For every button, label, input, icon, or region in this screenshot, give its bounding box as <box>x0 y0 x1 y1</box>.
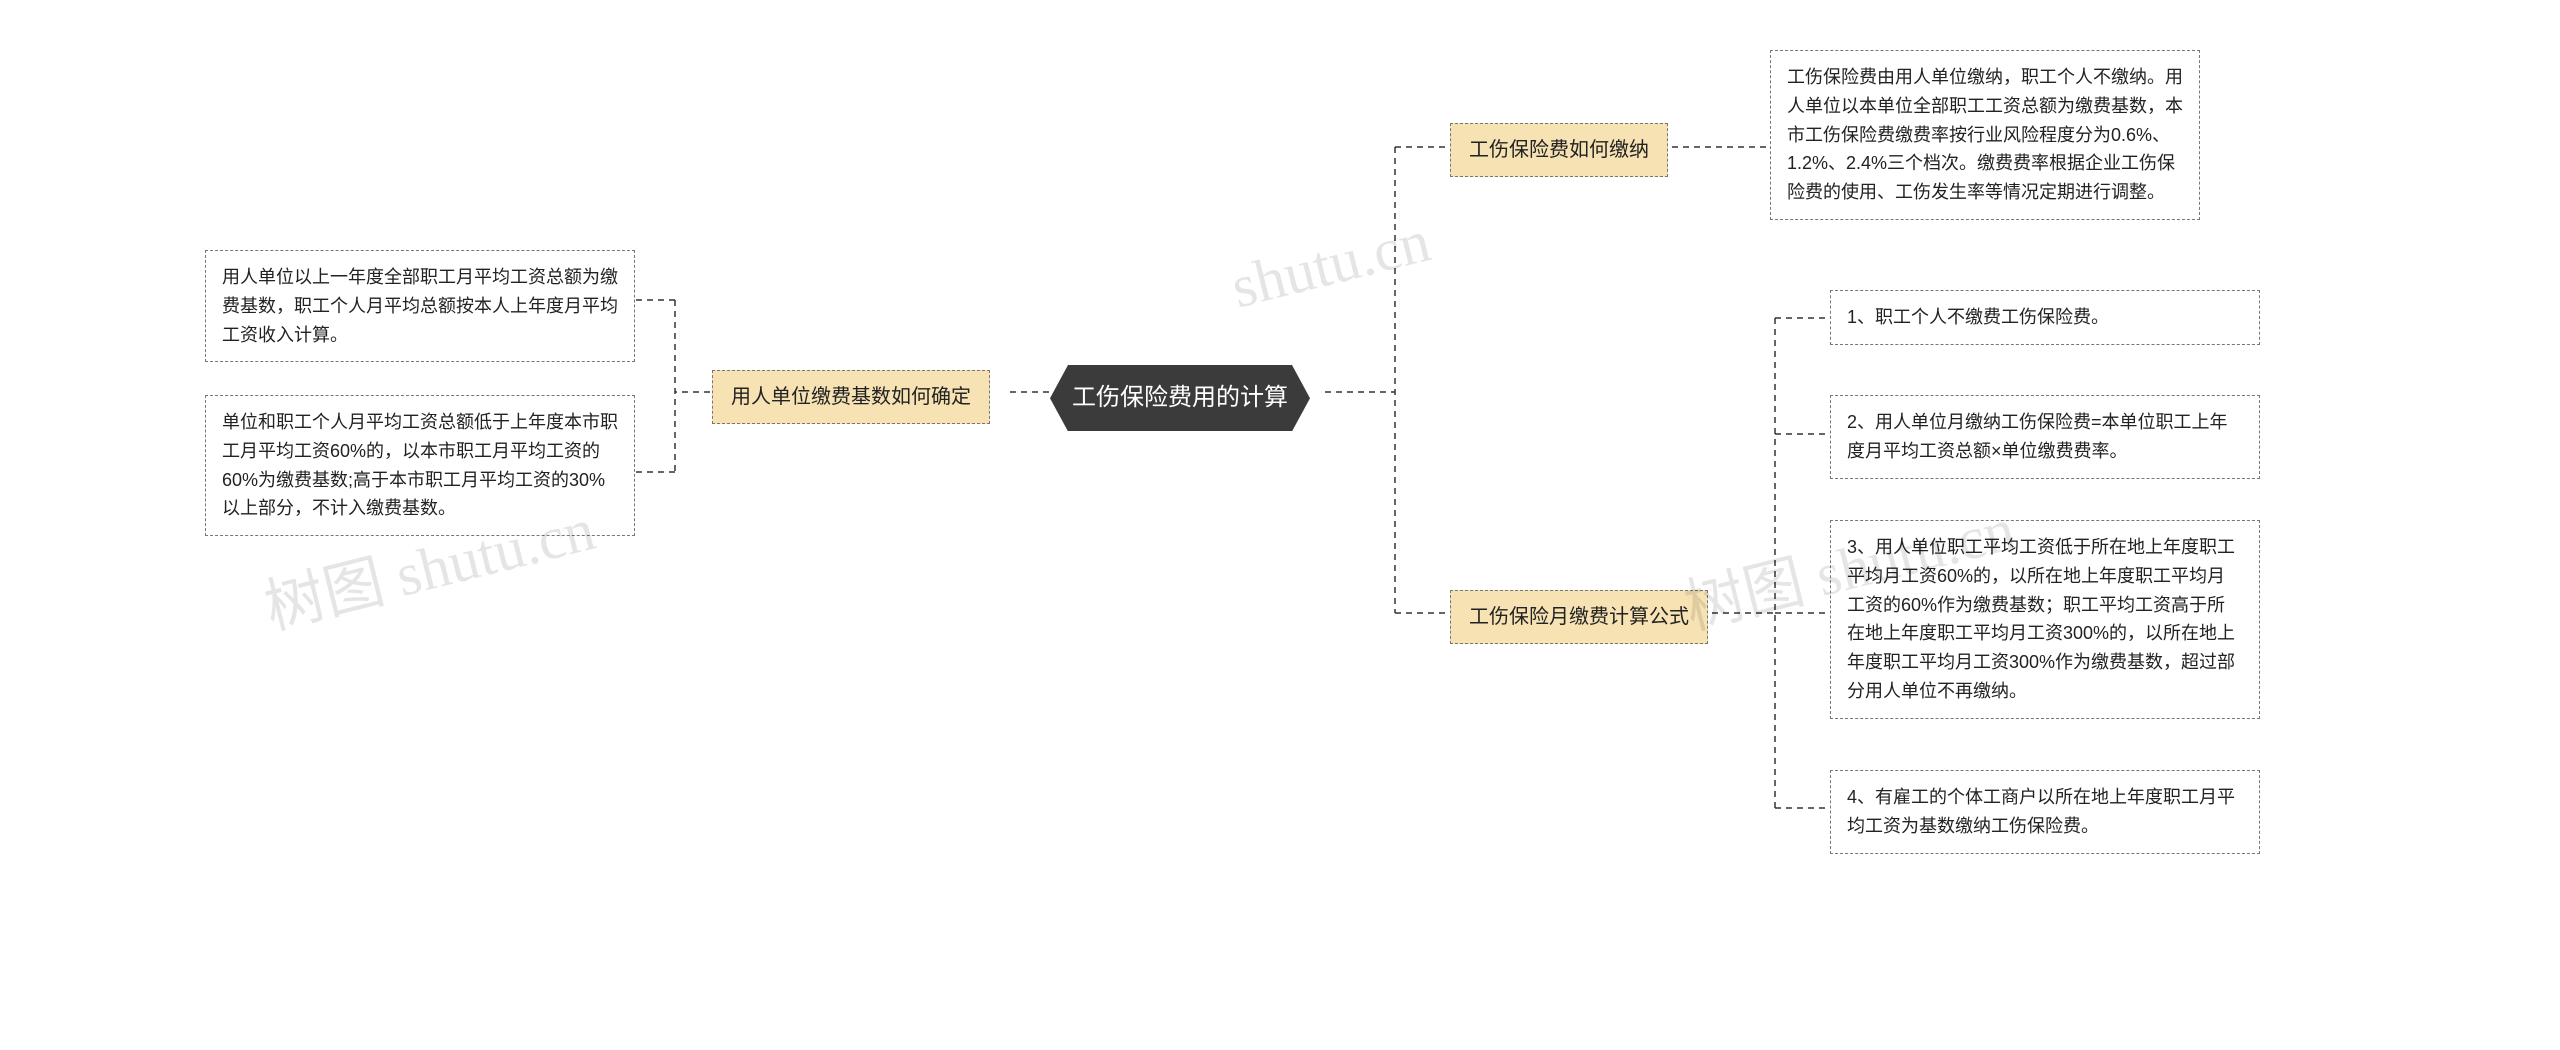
leaf-right-1a: 工伤保险费由用人单位缴纳，职工个人不缴纳。用人单位以本单位全部职工工资总额为缴费… <box>1770 50 2200 220</box>
leaf-left-2: 单位和职工个人月平均工资总额低于上年度本市职工月平均工资60%的，以本市职工月平… <box>205 395 635 536</box>
branch-right-2: 工伤保险月缴费计算公式 <box>1450 590 1708 644</box>
leaf-right-2a: 1、职工个人不缴费工伤保险费。 <box>1830 290 2260 345</box>
branch-right-1: 工伤保险费如何缴纳 <box>1450 123 1668 177</box>
watermark: shutu.cn <box>1225 207 1437 323</box>
leaf-right-2c: 3、用人单位职工平均工资低于所在地上年度职工平均月工资60%的，以所在地上年度职… <box>1830 520 2260 719</box>
leaf-right-2b: 2、用人单位月缴纳工伤保险费=本单位职工上年度月平均工资总额×单位缴费费率。 <box>1830 395 2260 479</box>
root-node: 工伤保险费用的计算 <box>1050 365 1310 431</box>
leaf-left-1: 用人单位以上一年度全部职工月平均工资总额为缴费基数，职工个人月平均总额按本人上年… <box>205 250 635 362</box>
branch-left: 用人单位缴费基数如何确定 <box>712 370 990 424</box>
leaf-right-2d: 4、有雇工的个体工商户以所在地上年度职工月平均工资为基数缴纳工伤保险费。 <box>1830 770 2260 854</box>
